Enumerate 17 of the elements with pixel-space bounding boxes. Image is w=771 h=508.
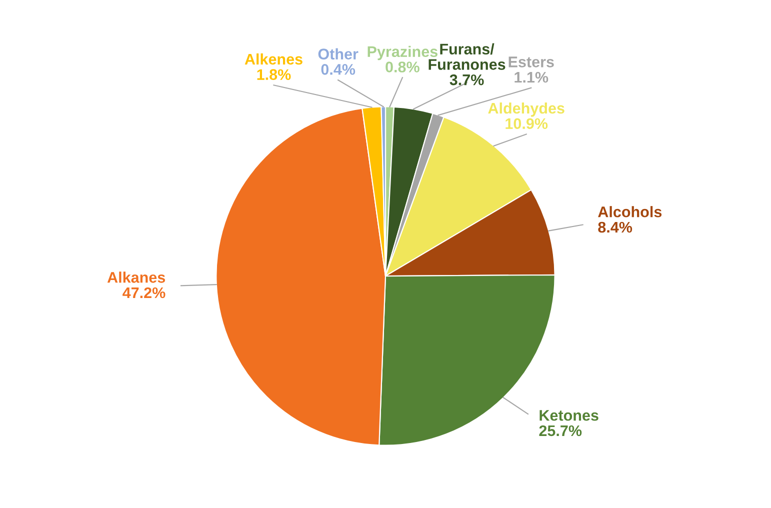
slice-label: Pyrazines xyxy=(368,46,438,60)
slice-label: Alkanes xyxy=(107,272,166,283)
data-label: 0.8% xyxy=(386,62,420,72)
slice-label: Alkenes xyxy=(244,53,302,65)
data-label: 3.7% xyxy=(450,74,484,86)
slice-label: Alcohols xyxy=(598,206,662,218)
slice-label: Other xyxy=(318,48,358,60)
slice-label: Esters xyxy=(508,56,554,68)
data-label: 10.9% xyxy=(506,118,548,130)
slice-label: Aldehydes xyxy=(488,102,564,117)
data-label: 1.8% xyxy=(257,69,291,80)
slice-label: Ketones xyxy=(540,410,598,421)
data-label: 25.7% xyxy=(539,425,582,436)
data-label: 8.4% xyxy=(598,222,632,233)
data-label: 0.4% xyxy=(321,64,356,75)
data-label: 47.2% xyxy=(122,287,166,298)
data-label: 1.1% xyxy=(514,72,548,83)
